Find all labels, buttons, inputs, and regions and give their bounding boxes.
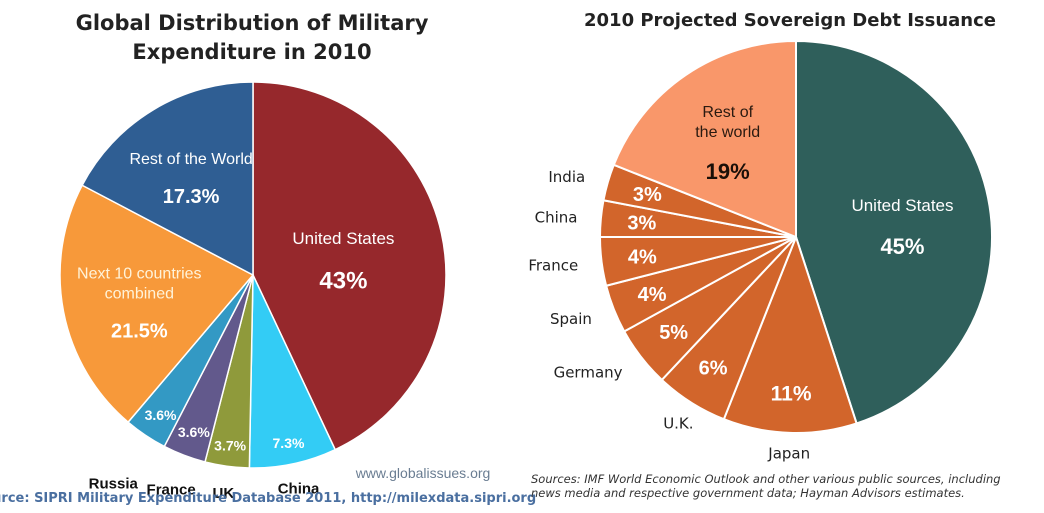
chart-title-debt: 2010 Projected Sovereign Debt Issuance (584, 10, 996, 31)
slice-value-spain: 4% (638, 284, 667, 306)
slice-label-rest-of-the-world: Rest of the World (129, 151, 252, 168)
slice-label-united-states: United States (851, 196, 953, 215)
chart-title-military: Global Distribution of Military (76, 11, 429, 35)
slice-value-germany: 5% (659, 322, 688, 344)
slice-value-china: 7.3% (273, 435, 305, 451)
slice-label-rest-of-the-world: the world (695, 124, 760, 141)
outside-label-france: France (147, 482, 196, 499)
sovereign-debt-chart: 2010 Projected Sovereign Debt Issuance Un… (528, 10, 1000, 500)
slice-value-china: 3% (627, 212, 656, 234)
slice-value-united-states: 45% (880, 234, 924, 259)
source-note-military: Source: SIPRI Military Expenditure Datab… (0, 491, 536, 506)
source-note-debt: news media and respective government dat… (531, 486, 965, 500)
outside-label-japan: Japan (767, 444, 810, 462)
slice-label-rest-of-the-world: Rest of (702, 104, 753, 121)
slice-japan (722, 234, 858, 434)
slice-value-united-states: 43% (319, 267, 367, 294)
website-note: www.globalissues.org (355, 465, 491, 481)
slice-next-10-countries-combined (59, 184, 255, 424)
slice-value-japan: 11% (771, 383, 812, 406)
slice-value-u-k: 6% (699, 358, 728, 380)
slice-value-rest-of-the-world: 17.3% (163, 186, 220, 208)
outside-label-china: China (535, 208, 578, 226)
chart-title-military: Expenditure in 2010 (132, 40, 371, 64)
slice-united-states (252, 81, 447, 451)
outside-label-spain: Spain (550, 310, 592, 328)
outside-label-russia: Russia (89, 475, 139, 492)
outside-label-india: India (548, 168, 585, 186)
slice-value-uk: 3.7% (214, 437, 246, 453)
slice-rest-of-the-world (612, 39, 797, 239)
slice-value-next-10-countries-combined: 21.5% (111, 321, 168, 343)
outside-label-uk: UK (213, 485, 235, 502)
military-expenditure-chart: Global Distribution of Military Expenditu… (0, 11, 536, 506)
slice-rest-of-the-world (81, 81, 254, 277)
outside-label-china: China (278, 480, 320, 497)
slice-value-france: 3.6% (178, 424, 210, 440)
slice-label-united-states: United States (292, 229, 394, 248)
slice-value-france: 4% (628, 246, 657, 268)
slice-value-rest-of-the-world: 19% (706, 159, 750, 184)
outside-label-france: France (528, 257, 578, 275)
source-note-debt: Sources: IMF World Economic Outlook and … (531, 472, 1001, 486)
slice-value-india: 3% (633, 184, 662, 206)
outside-label-u-k: U.K. (663, 414, 693, 432)
slice-label-next-10-countries-combined: combined (105, 286, 174, 303)
outside-label-germany: Germany (554, 364, 623, 382)
slice-united-states (795, 39, 993, 425)
slice-label-next-10-countries-combined: Next 10 countries (77, 266, 202, 283)
slice-value-russia: 3.6% (145, 407, 177, 423)
